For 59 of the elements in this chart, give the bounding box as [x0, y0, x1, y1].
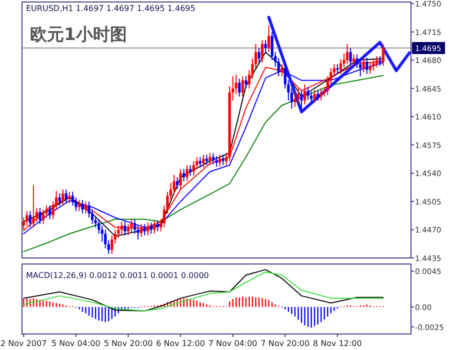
- x-tick-label: 5 Nov 20:00: [104, 339, 153, 348]
- line-series: [267, 16, 411, 114]
- candlestick: [300, 90, 303, 111]
- x-tick-label: 5 Nov 04:00: [52, 339, 100, 348]
- candlestick: [303, 84, 306, 106]
- candlestick: [202, 154, 205, 168]
- candlestick: [280, 64, 284, 77]
- candlestick: [294, 92, 296, 108]
- candlestick: [244, 76, 248, 89]
- candlestick: [26, 210, 28, 226]
- x-tick-label: 7 Nov 20:00: [260, 339, 310, 348]
- candlestick: [179, 168, 182, 190]
- candlestick: [310, 91, 313, 104]
- x-tick-label: 8 Nov 12:00: [313, 339, 362, 348]
- candlestick: [320, 88, 322, 102]
- candlestick: [346, 43, 349, 65]
- candlestick: [258, 48, 260, 64]
- candlestick: [212, 152, 215, 165]
- candlestick: [215, 156, 218, 168]
- candlestick: [313, 90, 316, 104]
- candlestick: [268, 24, 270, 53]
- candlestick: [32, 184, 35, 228]
- candlestick: [316, 90, 320, 102]
- candlestick: [352, 54, 356, 66]
- candlestick: [218, 154, 222, 168]
- candlestick: [48, 205, 52, 220]
- candlestick: [189, 164, 192, 176]
- candlestick: [156, 220, 159, 232]
- candlestick: [58, 192, 61, 206]
- x-tick-label: 6 Nov 12:00: [156, 339, 205, 348]
- candlestick: [192, 160, 195, 176]
- candlestick: [186, 164, 188, 182]
- text: MACD(12,26,9) 0.0012 0.0011 0.0001 0.0000: [26, 271, 209, 280]
- candlestick: [306, 86, 310, 100]
- candlestick: [42, 209, 45, 225]
- candlestick: [62, 188, 64, 206]
- candlestick: [241, 76, 244, 97]
- candlestick: [222, 154, 224, 166]
- candlestick: [238, 78, 241, 97]
- line-series: [23, 74, 384, 252]
- candlestick: [260, 39, 264, 64]
- candlestick: [28, 210, 32, 228]
- candlestick: [349, 48, 352, 66]
- candlestick: [182, 168, 186, 182]
- annotation: 欧元1小时图: [30, 25, 127, 45]
- candlestick: [205, 154, 208, 166]
- candlestick: [198, 156, 202, 168]
- candlestick: [64, 188, 68, 204]
- candlestick: [81, 199, 84, 214]
- x-tick-label: 2 Nov 2007: [0, 339, 47, 348]
- candlestick: [208, 152, 212, 166]
- candlestick: [38, 207, 42, 225]
- candlestick: [264, 39, 267, 54]
- candlestick: [84, 200, 88, 214]
- candlestick: [336, 64, 339, 74]
- candlestick: [176, 176, 179, 190]
- x-tick-label: 7 Nov 04:00: [208, 339, 258, 348]
- chart-title: EURUSD,H1 1.4697 1.4697 1.4695 1.4695: [26, 4, 196, 13]
- candlestick: [296, 88, 300, 104]
